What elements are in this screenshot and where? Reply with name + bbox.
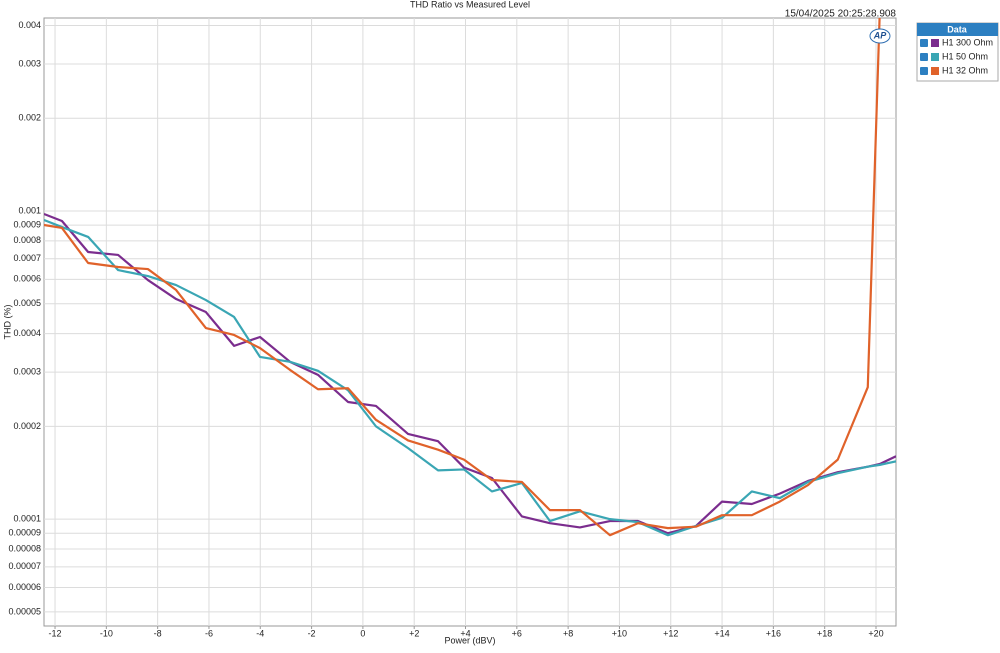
series-line	[44, 212, 896, 535]
legend-label: H1 32 Ohm	[942, 65, 988, 75]
x-tick-label: +6	[512, 628, 522, 638]
y-tick-label: 0.0005	[13, 298, 41, 308]
x-tick-label: 0	[360, 628, 365, 638]
x-tick-label: -12	[49, 628, 62, 638]
logo: AP	[873, 30, 887, 40]
y-tick-label: 0.0008	[13, 235, 41, 245]
legend-label: H1 50 Ohm	[942, 51, 988, 61]
y-tick-label: 0.00006	[8, 582, 41, 592]
x-tick-label: -4	[256, 628, 264, 638]
legend-checkbox[interactable]	[920, 67, 928, 75]
x-tick-label: +10	[612, 628, 627, 638]
x-axis-label: Power (dBV)	[444, 635, 495, 645]
x-tick-label: +2	[409, 628, 419, 638]
x-tick-label: -2	[308, 628, 316, 638]
y-tick-label: 0.00008	[8, 543, 41, 553]
legend-checkbox[interactable]	[920, 39, 928, 47]
legend-swatch	[931, 39, 939, 47]
plot-area	[43, 17, 897, 627]
chart-title: THD Ratio vs Measured Level	[410, 0, 530, 9]
x-tick-label: -8	[154, 628, 162, 638]
timestamp: 15/04/2025 20:25:28.908	[785, 9, 897, 20]
x-tick-label: +14	[714, 628, 729, 638]
y-tick-label: 0.00005	[8, 606, 41, 616]
x-tick-label: +12	[663, 628, 678, 638]
series-line	[44, 18, 881, 537]
y-tick-label: 0.00007	[8, 561, 41, 571]
x-tick-label: -10	[100, 628, 113, 638]
y-tick-label: 0.0009	[13, 219, 41, 229]
x-tick-label: +20	[868, 628, 883, 638]
y-tick-label: 0.00009	[8, 528, 41, 538]
y-tick-label: 0.0003	[13, 366, 41, 376]
x-tick-label: -6	[205, 628, 213, 638]
y-tick-label: 0.002	[18, 113, 41, 123]
x-tick-label: +16	[766, 628, 781, 638]
x-tick-label: +18	[817, 628, 832, 638]
y-tick-label: 0.0001	[13, 514, 41, 524]
x-tick-label: +8	[563, 628, 573, 638]
series-line	[44, 218, 896, 537]
y-tick-label: 0.004	[18, 20, 41, 30]
legend-header	[917, 23, 998, 36]
legend-label: H1 300 Ohm	[942, 37, 993, 47]
y-tick-label: 0.001	[18, 205, 41, 215]
y-tick-label: 0.0004	[13, 328, 41, 338]
legend-title: Data	[947, 24, 968, 34]
y-tick-label: 0.0006	[13, 274, 41, 284]
logo-badge	[869, 28, 891, 44]
y-tick-label: 0.003	[18, 58, 41, 68]
legend-checkbox[interactable]	[920, 53, 928, 61]
x-tick-label: +4	[460, 628, 470, 638]
legend-swatch	[931, 53, 939, 61]
legend-swatch	[931, 67, 939, 75]
y-tick-label: 0.0007	[13, 253, 41, 263]
y-tick-label: 0.0002	[13, 421, 41, 431]
y-axis-label: THD (%)	[2, 305, 12, 340]
